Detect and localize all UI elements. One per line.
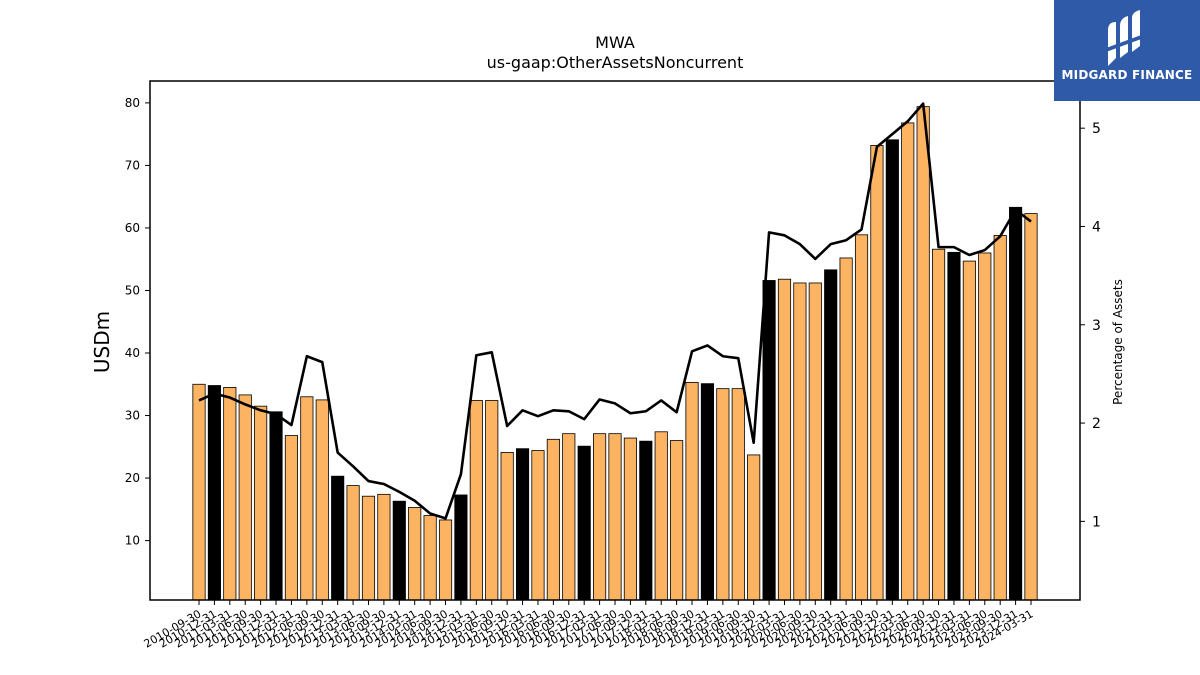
line-layer [198,102,1032,520]
bar-2023-09-30 [993,235,1007,601]
chart-subtitle: us-gaap:OtherAssetsNoncurrent [487,53,744,72]
bar-2013-06-30 [361,495,376,601]
y2-axis-label: Percentage of Assets [1111,279,1125,405]
bar-2021-06-30 [854,234,869,601]
midgard-logo-icon [1106,10,1144,66]
x-axis-ticks: 2010-09-302010-12-312011-03-312011-06-30… [142,600,1036,651]
bar-2019-12-31 [762,280,776,601]
bar-2012-03-31 [284,435,299,601]
bar-2024-03-31 [1024,213,1038,601]
bar-2020-03-31 [777,278,792,601]
y-tick-label-70: 70 [125,158,140,172]
bar-2018-03-31 [654,431,668,601]
bar-2011-03-31 [223,386,237,601]
bar-2016-06-30 [546,438,560,601]
y2-tick-label-2: 2 [1092,416,1101,432]
y-tick-label-80: 80 [125,96,140,110]
bar-2010-12-31 [207,385,221,601]
bar-2018-09-30 [685,381,699,601]
bar-2014-06-30 [423,515,437,601]
bar-2021-03-31 [839,257,853,601]
bar-2016-12-31 [577,445,591,601]
y2-tick-label-5: 5 [1092,121,1101,137]
bar-2015-09-30 [500,452,514,601]
y2-tick-label-3: 3 [1092,318,1101,334]
y-tick-label-30: 30 [125,409,140,423]
y-tick-label-50: 50 [125,283,140,297]
bar-2014-09-30 [438,519,453,601]
y-tick-label-60: 60 [125,221,140,235]
logo-text: MIDGARD FINANCE [1061,68,1193,82]
bar-2019-06-30 [731,388,745,601]
bar-2016-09-30 [562,433,576,601]
bar-2016-03-31 [531,450,545,601]
bar-2010-09-30 [192,383,206,601]
bar-2012-12-31 [331,475,345,601]
bar-2021-09-30 [870,145,884,601]
y-tick-label-10: 10 [125,534,140,548]
bar-2022-06-30 [916,106,930,601]
left-axis-ticks: 10 20 30 40 50 60 70 80 [125,96,150,548]
bar-2017-12-31 [639,440,653,601]
y2-tick-label-4: 4 [1092,219,1101,235]
bar-2021-12-31 [885,139,899,601]
bar-2015-12-31 [515,448,530,601]
bar-2022-12-31 [947,251,961,601]
y-tick-label-20: 20 [125,471,140,485]
bar-2015-06-30 [485,400,499,601]
bar-2020-06-30 [793,282,807,601]
y2-tick-label-1: 1 [1092,514,1101,530]
bar-2013-09-30 [377,493,391,601]
y-axis-label: USDm [90,311,114,373]
bar-2019-03-31 [716,388,730,601]
bar-2022-09-30 [931,248,946,601]
bar-2020-12-31 [824,269,838,601]
bar-2017-03-31 [593,433,607,601]
bar-2014-03-31 [408,507,422,601]
bar-2018-06-30 [670,440,684,601]
bar-2014-12-31 [454,494,468,601]
chart-title: MWA [595,33,635,52]
bar-2023-06-30 [978,252,992,601]
percentage-line [198,102,1032,520]
bar-2022-03-31 [901,122,915,601]
bar-2012-06-30 [300,396,314,601]
bar-2012-09-30 [315,399,329,601]
bar-2013-03-31 [346,485,360,601]
bar-2011-12-31 [269,411,283,601]
bar-2017-09-30 [623,437,637,601]
y-tick-label-40: 40 [125,346,140,360]
bar-2013-12-31 [392,500,406,601]
bar-2019-09-30 [747,454,761,601]
bar-2023-03-31 [962,260,976,601]
bar-2011-06-30 [238,394,252,601]
midgard-finance-logo: MIDGARD FINANCE [1054,0,1200,101]
bar-2011-09-30 [254,405,268,601]
bar-2017-06-30 [608,433,622,601]
bar-2020-09-30 [808,282,822,601]
bars-layer [192,106,1038,601]
right-axis-ticks: 1 2 3 4 5 [1080,121,1101,530]
bar-2018-12-31 [700,383,715,601]
bar-2023-12-31 [1009,206,1023,601]
bar-2015-03-31 [469,400,483,601]
